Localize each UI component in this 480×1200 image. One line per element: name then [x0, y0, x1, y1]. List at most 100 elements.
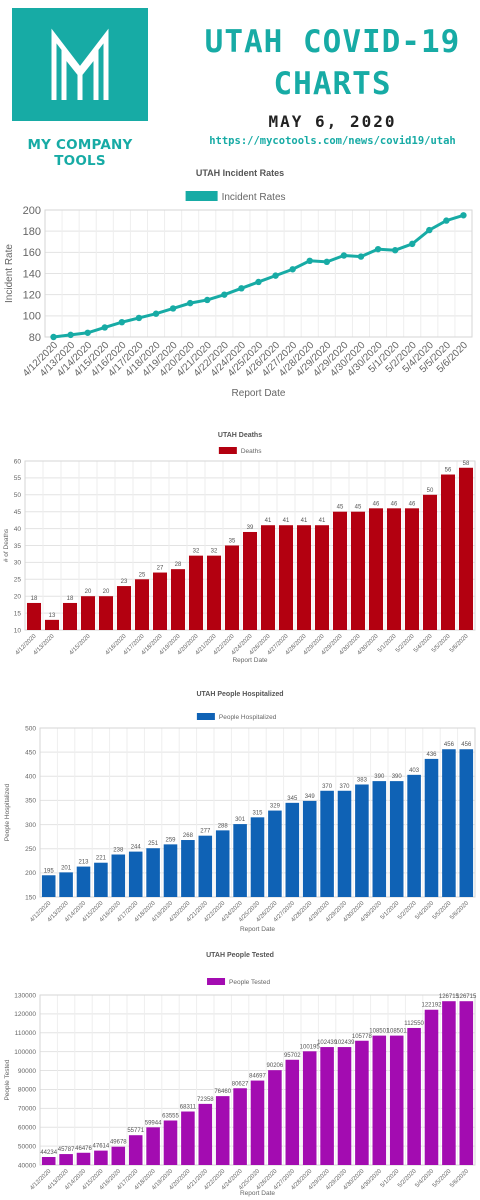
bar [116, 586, 132, 630]
data-label: 18 [67, 596, 74, 602]
chart-title: UTAH Incident Rates [196, 168, 284, 178]
bar [206, 555, 222, 630]
bar [422, 494, 438, 630]
data-point [443, 217, 450, 224]
bar [285, 802, 300, 897]
data-label: 370 [339, 784, 350, 790]
bar [62, 602, 78, 630]
data-label: 20 [85, 589, 92, 595]
data-point [426, 226, 433, 234]
y-tick-label: 80 [29, 332, 41, 344]
data-label: 47614 [93, 1144, 110, 1150]
y-tick-label: 25 [14, 577, 22, 584]
y-tick-label: 400 [25, 774, 36, 781]
bar [128, 851, 143, 897]
data-label: 221 [96, 856, 107, 862]
y-tick-label: 120000 [14, 1011, 36, 1018]
x-axis-label: Report Date [240, 1190, 275, 1197]
y-tick-label: 40 [14, 526, 22, 533]
bar [268, 1070, 282, 1165]
data-point [186, 299, 194, 307]
bar [198, 1103, 213, 1165]
bar [26, 602, 42, 630]
legend-swatch [218, 447, 237, 454]
bar [355, 784, 369, 897]
y-tick-label: 200 [23, 205, 41, 217]
deaths-chart: UTAH Deaths Deaths 10 15 20 25 30 35 40 45 50 55 60 1… [3, 432, 476, 664]
data-label: 41 [283, 518, 290, 524]
bar [302, 1051, 317, 1165]
data-label: 102439 [334, 1040, 355, 1046]
bar [76, 866, 91, 897]
y-tick-label: 120 [23, 290, 41, 302]
bar [146, 1127, 160, 1165]
data-label: 27 [157, 566, 164, 572]
data-label: 436 [426, 752, 437, 758]
x-axis-label: Report Date [232, 657, 267, 664]
y-tick-label: 150 [25, 894, 36, 901]
y-tick-label: 450 [25, 749, 36, 756]
page-title-line1: UTAH COVID-19 [204, 24, 461, 60]
bar [440, 474, 456, 630]
source-url[interactable]: https://mycotools.com/news/covid19/utah [209, 135, 456, 147]
data-label: 63555 [162, 1114, 179, 1120]
y-axis-label: # of Deaths [3, 528, 10, 562]
y-axis-label: People Hospitalized [4, 783, 11, 841]
data-label: 49678 [110, 1140, 127, 1146]
y-tick-label: 140 [23, 268, 41, 280]
bar [111, 1146, 126, 1165]
bar [268, 810, 282, 897]
data-point [67, 331, 74, 339]
data-label: 46 [373, 501, 380, 507]
data-label: 383 [357, 777, 368, 783]
bar [188, 555, 204, 630]
bar [44, 619, 60, 630]
bar [459, 749, 474, 897]
data-label: 195 [44, 868, 55, 874]
data-label: 68311 [180, 1105, 197, 1111]
y-tick-label: 60 [14, 458, 22, 465]
legend-label: People Tested [229, 979, 270, 986]
data-point [169, 305, 177, 312]
data-point [221, 291, 228, 298]
y-tick-label: 45 [14, 509, 22, 516]
legend-label: People Hospitalized [219, 714, 277, 721]
data-label: 58 [463, 461, 470, 467]
data-label: 46476 [75, 1146, 92, 1152]
data-point [255, 278, 262, 286]
bar [94, 1150, 108, 1165]
data-label: 126715 [456, 994, 477, 1000]
y-tick-label: 130000 [14, 992, 36, 999]
data-point [204, 296, 211, 304]
bar [41, 875, 56, 897]
bar [296, 525, 312, 630]
bar [332, 511, 348, 630]
data-point [152, 310, 160, 317]
bar [302, 800, 317, 897]
data-label: 18 [31, 596, 38, 602]
bar [94, 862, 108, 897]
bar [355, 1040, 369, 1165]
bar [250, 817, 265, 897]
incident-rates-chart: UTAH Incident Rates Incident Rates 80 100 12… [4, 168, 473, 399]
data-point [118, 318, 126, 326]
data-point [289, 266, 296, 273]
bar [424, 1009, 439, 1165]
page-header: MY COMPANY TOOLS UTAH COVID-19 CHARTS MA… [0, 0, 480, 169]
y-tick-label: 55 [14, 475, 22, 482]
y-tick-label: 15 [14, 610, 22, 617]
x-tick-label: 4/15/2020 [69, 633, 93, 657]
data-label: 288 [218, 823, 229, 829]
bar [285, 1059, 300, 1165]
y-tick-label: 110000 [15, 1030, 37, 1037]
data-point [306, 257, 313, 264]
bar [111, 854, 126, 897]
x-tick-label: 5/6/2020 [449, 1168, 470, 1189]
chart-title: UTAH Deaths [218, 432, 262, 439]
bar [404, 508, 420, 630]
bar [278, 525, 294, 630]
y-tick-label: 100 [23, 311, 41, 323]
y-axis-label: People Tested [4, 1059, 11, 1100]
data-label: 315 [252, 810, 263, 816]
x-tick-label: 5/6/2020 [449, 633, 470, 654]
